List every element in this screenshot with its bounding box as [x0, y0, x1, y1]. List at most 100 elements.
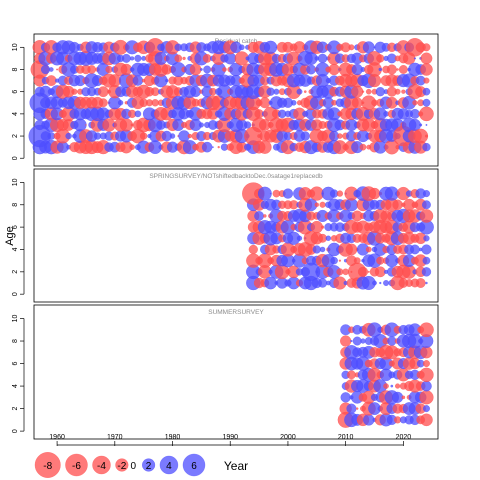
bubble [139, 132, 148, 140]
bubble [317, 53, 328, 64]
bubble [263, 214, 267, 218]
panel-title: SPRINGSURVEY/NOTshiftedbacktoDec.0satage… [149, 173, 323, 180]
bubble [151, 99, 159, 107]
bubble [320, 225, 325, 229]
bubble [415, 278, 426, 288]
bubble [368, 187, 381, 200]
bubble [97, 86, 109, 98]
bubble [303, 90, 307, 93]
bubble [420, 52, 433, 65]
bubble-series [28, 38, 434, 155]
bubble [129, 144, 135, 150]
bubble-size-legend: -8 -6 -4 -2 0 2 4 6 [34, 452, 206, 478]
bubble [201, 141, 213, 153]
bubble [390, 384, 394, 388]
bubble [319, 201, 326, 208]
bubble [392, 199, 403, 210]
bubble [319, 246, 326, 253]
bubble [85, 124, 87, 126]
legend-bubble [115, 458, 129, 472]
bubble [423, 360, 430, 367]
panel-3: SUMMERSURVEY 0 2 4 6 8 10 [12, 304, 439, 440]
bubble [98, 98, 108, 108]
y-axis-label: Age [4, 226, 16, 246]
bubble [258, 140, 272, 154]
panel-2: SPRINGSURVEY/NOTshiftedbacktoDec.0satage… [12, 168, 439, 303]
bubble [367, 270, 370, 273]
bubble-series [242, 182, 434, 291]
bubble [422, 98, 431, 107]
bubble [342, 268, 349, 276]
x-axis: 1960 1970 1980 1990 2000 2010 2020 [49, 434, 411, 446]
y-tick-label: 8 [12, 203, 19, 207]
bubble [378, 67, 382, 72]
legend-label: -4 [97, 461, 106, 472]
bubble [421, 267, 432, 277]
bubble [87, 65, 97, 74]
bubble-series [337, 322, 434, 428]
panel-1: Residual catch 0 2 4 6 8 10 [12, 33, 439, 167]
bubble [347, 370, 356, 380]
y-tick-label: 10 [12, 315, 19, 323]
bubble [275, 46, 278, 49]
bubble [350, 339, 353, 343]
bubble [174, 54, 183, 63]
legend-label: 6 [191, 461, 197, 472]
bubble [423, 405, 430, 413]
y-tick-label: 4 [12, 247, 19, 251]
bubble [383, 383, 389, 389]
bubble [257, 186, 272, 201]
bubble [394, 88, 401, 95]
bubble [422, 256, 431, 265]
bubble [346, 403, 357, 414]
y-tick-label: 4 [12, 384, 19, 388]
bubble [41, 64, 51, 75]
bubble [401, 395, 406, 400]
y-tick-label: 6 [12, 225, 19, 229]
bubble [224, 52, 237, 65]
bubble [130, 56, 135, 61]
bubble [248, 244, 258, 255]
bubble [374, 266, 386, 278]
bubble [317, 278, 328, 288]
bubble [336, 190, 344, 197]
bubble [423, 235, 430, 242]
bubble [348, 44, 355, 51]
bubble [134, 54, 142, 62]
legend-bubble [34, 452, 61, 478]
bubble [420, 413, 433, 427]
bubble [351, 85, 364, 98]
bubble [165, 78, 169, 83]
bubble [419, 123, 423, 127]
bubble [396, 68, 399, 71]
bubble [419, 322, 434, 338]
bubble [105, 65, 113, 74]
bubble [410, 244, 420, 255]
bubble [269, 192, 272, 195]
bubble [386, 64, 397, 75]
bubble [46, 75, 57, 86]
y-tick-label: 0 [12, 429, 19, 433]
bubble [392, 391, 404, 403]
bubble [169, 133, 176, 139]
bubble [424, 134, 428, 138]
panel-frame [33, 304, 439, 440]
bubble [328, 63, 340, 76]
bubble [190, 86, 201, 98]
bubble [419, 106, 434, 122]
x-axis-label: Year [224, 459, 248, 473]
bubble [296, 88, 303, 95]
bubble [375, 87, 385, 97]
bubble [425, 124, 428, 126]
bubble [419, 209, 434, 223]
bubble [421, 380, 432, 392]
x-tick-label: 1990 [222, 434, 238, 441]
bubble [422, 200, 431, 210]
bubble [312, 245, 321, 254]
legend-label: 2 [146, 461, 152, 472]
bubble [413, 57, 416, 60]
y-tick-label: 0 [12, 292, 19, 296]
bubble [353, 257, 361, 264]
bubble [300, 131, 310, 141]
bubble [243, 121, 252, 129]
